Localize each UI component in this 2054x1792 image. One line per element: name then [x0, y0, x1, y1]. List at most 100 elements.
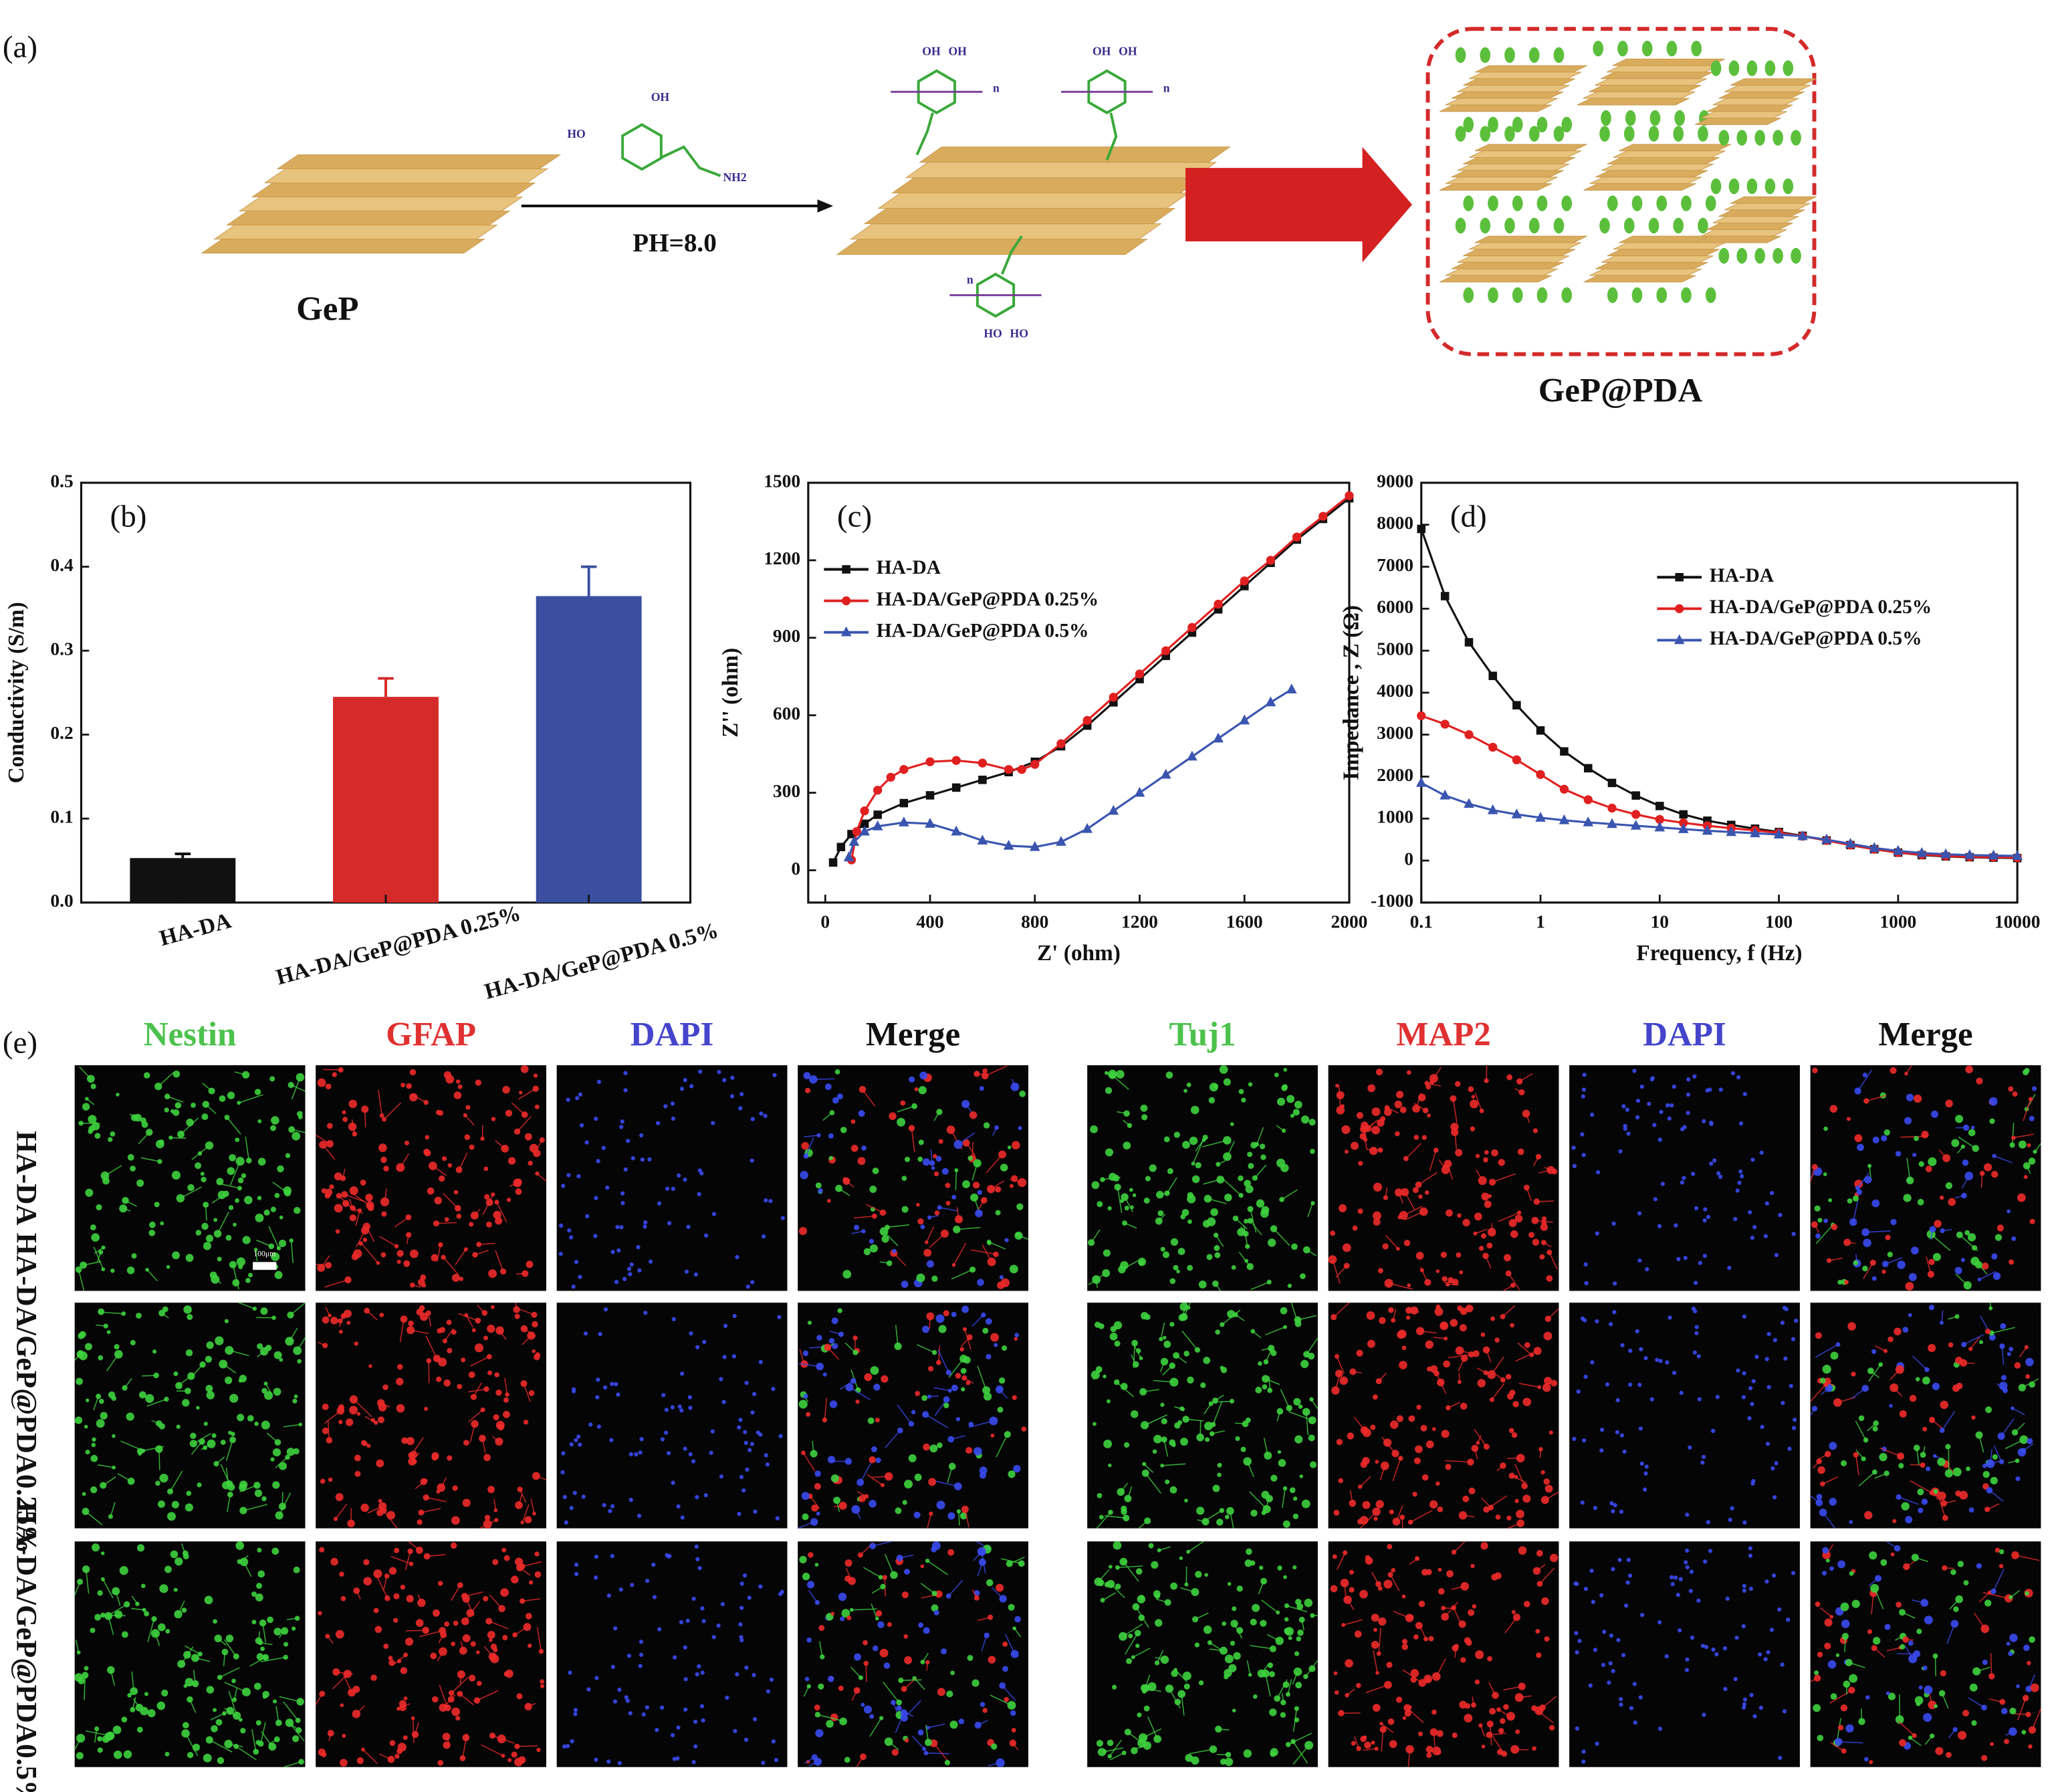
cell	[1942, 1515, 1948, 1521]
marker	[951, 825, 962, 836]
cell	[1682, 1175, 1686, 1180]
cell	[1260, 1619, 1267, 1627]
cell	[931, 1604, 939, 1612]
neurite	[355, 1210, 360, 1226]
sheet-layer	[1445, 177, 1558, 185]
cell	[1971, 1245, 1978, 1251]
sheet-layer	[213, 225, 498, 240]
cell	[1573, 1581, 1578, 1586]
cell	[1294, 1316, 1302, 1324]
cell	[1300, 1273, 1306, 1279]
cell	[883, 1662, 891, 1669]
neurite	[84, 1675, 86, 1700]
neurite	[937, 1349, 949, 1373]
cell	[1861, 1228, 1869, 1236]
cell	[853, 1224, 860, 1230]
cell	[1425, 1678, 1430, 1682]
cell	[593, 1234, 598, 1238]
cell	[1107, 1206, 1112, 1211]
cell	[122, 1385, 128, 1391]
cell	[818, 1683, 824, 1690]
cell	[1639, 1613, 1645, 1617]
y-tick-label: 8000	[1377, 513, 1413, 533]
cell	[901, 1175, 907, 1182]
cell	[1401, 1188, 1409, 1196]
cell	[121, 1631, 128, 1638]
cell	[1937, 1458, 1946, 1466]
cell	[1268, 1671, 1275, 1678]
cell	[1224, 1194, 1232, 1202]
cell	[201, 1176, 207, 1183]
cell	[1413, 1634, 1419, 1640]
cell	[1335, 1369, 1343, 1378]
cell	[1135, 1644, 1140, 1648]
pda-particle	[1791, 130, 1801, 146]
cell	[1940, 1500, 1948, 1507]
cell	[935, 1155, 942, 1162]
cell	[1264, 1451, 1272, 1460]
cell	[1460, 1402, 1468, 1410]
cell	[657, 1201, 662, 1206]
cell	[521, 1111, 528, 1118]
cell	[844, 1559, 852, 1567]
cell	[1259, 1565, 1264, 1570]
cell	[748, 1448, 752, 1452]
cell	[354, 1470, 361, 1477]
cell	[373, 1607, 379, 1613]
cell	[532, 1085, 539, 1092]
cell	[1131, 1747, 1138, 1755]
cell	[1451, 1549, 1457, 1555]
cell	[1468, 1086, 1474, 1093]
cell	[1283, 1325, 1287, 1329]
cell	[1546, 1274, 1553, 1282]
neurite	[1448, 1353, 1472, 1359]
panel-label: (e)	[3, 1025, 37, 1060]
neurite	[939, 1207, 959, 1212]
neurite	[468, 1409, 483, 1423]
cell	[602, 1502, 606, 1508]
cell	[1240, 1446, 1246, 1452]
cell	[1945, 1099, 1953, 1108]
cell	[166, 1512, 176, 1521]
y-tick-label: 2000	[1377, 765, 1413, 785]
cell	[1841, 1633, 1849, 1640]
side-chain	[661, 145, 721, 177]
cell	[1126, 1658, 1132, 1664]
cell	[1922, 1665, 1928, 1671]
cell	[1468, 1487, 1476, 1494]
cell	[1097, 1492, 1103, 1498]
cell	[1142, 1462, 1147, 1466]
cell	[1236, 1585, 1243, 1592]
cell	[771, 1387, 776, 1391]
cell	[1471, 1702, 1476, 1708]
cell	[903, 1634, 909, 1639]
cell	[1224, 1515, 1230, 1520]
cell	[961, 1375, 967, 1381]
cell	[1945, 1444, 1951, 1450]
cell	[870, 1366, 879, 1375]
cell	[629, 1262, 634, 1267]
cell	[1638, 1426, 1643, 1431]
cell	[896, 1699, 902, 1706]
cell	[619, 1225, 624, 1230]
marker	[1240, 576, 1249, 586]
marker	[1440, 592, 1450, 600]
cell	[1434, 1370, 1440, 1377]
cell	[451, 1642, 456, 1646]
cell	[1879, 1453, 1888, 1462]
neurite	[344, 1194, 366, 1203]
cell	[1778, 1212, 1783, 1218]
cell	[1224, 1668, 1232, 1678]
cell	[113, 1751, 122, 1759]
cell	[1462, 1495, 1470, 1502]
cell	[671, 1732, 675, 1738]
cell	[1456, 1252, 1462, 1258]
cell	[1375, 1671, 1379, 1675]
cell	[1593, 1505, 1598, 1510]
cell	[322, 1427, 329, 1434]
cell	[2025, 1591, 2029, 1596]
cell	[1982, 1660, 1988, 1666]
marker	[1187, 623, 1197, 633]
marker	[852, 826, 861, 836]
cell	[962, 1180, 970, 1188]
